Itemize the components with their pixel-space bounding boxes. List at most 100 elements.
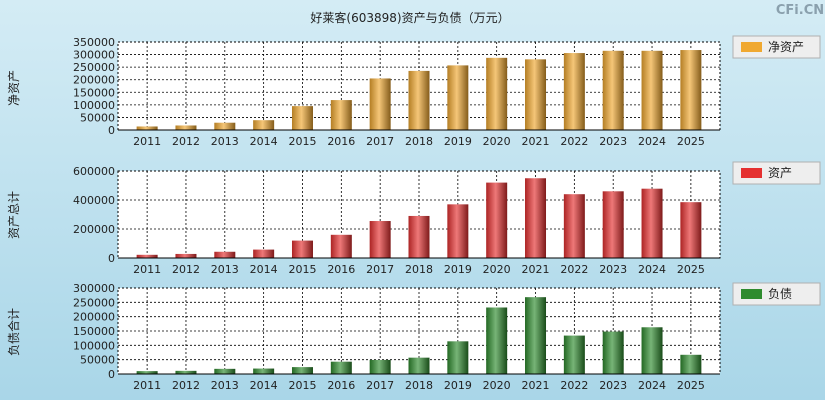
bar-net-2017 — [369, 78, 391, 130]
bar-liab-2015 — [291, 367, 313, 374]
x-tick-label: 2016 — [327, 379, 355, 392]
legend-box — [732, 161, 821, 185]
x-tick-label: 2022 — [560, 135, 588, 148]
bar-net-2011 — [136, 126, 158, 130]
bar-assets-2014 — [253, 249, 275, 258]
x-tick-label: 2014 — [250, 263, 278, 276]
x-tick-label: 2018 — [405, 135, 433, 148]
bar-net-2019 — [447, 65, 469, 130]
x-tick-label: 2017 — [366, 263, 394, 276]
legend-swatch — [741, 289, 762, 299]
bar-assets-2011 — [136, 254, 158, 258]
bar-net-2023 — [602, 50, 624, 130]
x-tick-label: 2015 — [288, 263, 316, 276]
y-tick-label: 100000 — [73, 99, 115, 112]
bar-assets-2022 — [563, 194, 585, 258]
x-tick-label: 2018 — [405, 263, 433, 276]
bar-liab-2022 — [563, 335, 585, 374]
x-tick-label: 2023 — [599, 379, 627, 392]
x-tick-label: 2024 — [638, 263, 666, 276]
x-tick-label: 2016 — [327, 263, 355, 276]
chart-title: 好莱客(603898)资产与负债（万元） — [310, 10, 509, 25]
x-tick-label: 2015 — [288, 135, 316, 148]
x-tick-label: 2020 — [483, 263, 511, 276]
bar-liab-2017 — [369, 359, 391, 374]
y-tick-label: 50000 — [80, 354, 115, 367]
x-tick-label: 2011 — [133, 135, 161, 148]
x-tick-label: 2023 — [599, 263, 627, 276]
x-tick-label: 2024 — [638, 379, 666, 392]
x-tick-label: 2025 — [677, 135, 705, 148]
bar-liab-2019 — [447, 341, 469, 374]
bar-net-2018 — [408, 70, 430, 130]
y-tick-label: 400000 — [73, 194, 115, 207]
x-tick-label: 2022 — [560, 379, 588, 392]
x-tick-label: 2022 — [560, 263, 588, 276]
bar-liab-2021 — [525, 297, 547, 374]
x-tick-label: 2025 — [677, 263, 705, 276]
x-tick-label: 2020 — [483, 135, 511, 148]
bar-liab-2012 — [175, 370, 197, 374]
y-tick-label: 0 — [108, 124, 115, 137]
y-tick-label: 200000 — [73, 74, 115, 87]
watermark: CFi.CN — [776, 3, 824, 18]
y-tick-label: 100000 — [73, 339, 115, 352]
bar-assets-2016 — [330, 234, 352, 258]
bar-liab-2018 — [408, 357, 430, 374]
y-axis-label: 净资产 — [7, 70, 21, 106]
bar-net-2022 — [563, 53, 585, 130]
y-axis-label: 资产总计 — [7, 191, 21, 239]
bar-assets-2012 — [175, 253, 197, 258]
x-tick-label: 2017 — [366, 379, 394, 392]
bar-net-2021 — [525, 59, 547, 130]
legend-label: 资产 — [768, 166, 792, 180]
legend-label: 负债 — [768, 287, 792, 301]
bar-assets-2019 — [447, 204, 469, 258]
bar-liab-2011 — [136, 371, 158, 374]
bar-net-2024 — [641, 50, 663, 130]
bar-liab-2023 — [602, 331, 624, 374]
y-tick-label: 300000 — [73, 282, 115, 295]
y-tick-label: 200000 — [73, 223, 115, 236]
bar-liab-2014 — [253, 368, 275, 374]
panel-net: 0500001000001500002000002500003000003500… — [7, 35, 821, 148]
x-tick-label: 2013 — [211, 263, 239, 276]
bar-liab-2013 — [214, 368, 236, 374]
x-tick-label: 2019 — [444, 379, 472, 392]
x-tick-label: 2011 — [133, 263, 161, 276]
legend-swatch — [741, 168, 762, 178]
x-tick-label: 2021 — [522, 135, 550, 148]
plot-border — [117, 41, 721, 131]
x-tick-label: 2011 — [133, 379, 161, 392]
y-tick-label: 150000 — [73, 86, 115, 99]
y-tick-label: 600000 — [73, 165, 115, 178]
x-tick-label: 2014 — [250, 379, 278, 392]
y-tick-label: 200000 — [73, 311, 115, 324]
bar-assets-2024 — [641, 188, 663, 258]
bar-liab-2020 — [486, 307, 508, 374]
bar-liab-2025 — [680, 354, 702, 374]
y-tick-label: 350000 — [73, 36, 115, 49]
bar-assets-2015 — [291, 240, 313, 258]
bar-assets-2025 — [680, 202, 702, 258]
bar-assets-2020 — [486, 182, 508, 258]
x-tick-label: 2012 — [172, 135, 200, 148]
y-tick-label: 150000 — [73, 325, 115, 338]
legend-liab: 负债 — [732, 282, 821, 306]
x-tick-label: 2013 — [211, 135, 239, 148]
x-tick-label: 2012 — [172, 263, 200, 276]
x-tick-label: 2021 — [522, 379, 550, 392]
legend-swatch — [741, 42, 762, 52]
y-tick-label: 300000 — [73, 49, 115, 62]
y-tick-label: 0 — [108, 368, 115, 381]
y-tick-label: 0 — [108, 252, 115, 265]
x-tick-label: 2014 — [250, 135, 278, 148]
y-axis-label: 负债合计 — [6, 308, 21, 356]
bar-assets-2017 — [369, 221, 391, 258]
bar-net-2012 — [175, 125, 197, 130]
bar-net-2020 — [486, 57, 508, 131]
x-tick-label: 2020 — [483, 379, 511, 392]
bar-assets-2023 — [602, 191, 624, 258]
